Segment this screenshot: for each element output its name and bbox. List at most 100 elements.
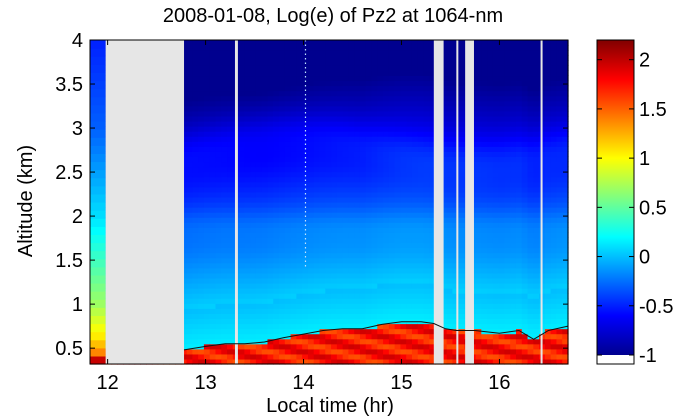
heatmap-cell [510, 80, 517, 87]
heatmap-cell [492, 50, 500, 56]
heatmap-cell [406, 110, 413, 117]
heatmap-cell [481, 232, 488, 239]
heatmap-cell [371, 313, 378, 320]
heatmap-cell [521, 288, 529, 294]
heatmap-cell [313, 237, 321, 244]
heatmap-cell [446, 131, 454, 137]
heatmap-cell [544, 75, 552, 82]
heatmap-cell [203, 232, 211, 239]
heatmap-cell [244, 328, 251, 335]
heatmap-cell [296, 95, 303, 102]
heatmap-cell [411, 257, 419, 264]
heatmap-cell [279, 247, 286, 254]
heatmap-cell [319, 283, 326, 289]
heatmap-cell [290, 100, 297, 107]
heatmap-cell [331, 191, 338, 198]
heatmap-cell [487, 166, 494, 173]
heatmap-cell [255, 176, 263, 183]
heatmap-cell [400, 333, 407, 340]
heatmap-cell [186, 232, 193, 239]
heatmap-cell [273, 237, 280, 244]
heatmap-cell [394, 333, 402, 340]
heatmap-cell [440, 247, 448, 254]
plot-area [89, 39, 569, 365]
heatmap-cell [250, 121, 257, 127]
heatmap-cell [452, 70, 459, 77]
heatmap-cell [336, 267, 344, 274]
heatmap-cell [423, 308, 430, 314]
heatmap-cell [186, 288, 193, 294]
heatmap-cell [550, 126, 558, 132]
heatmap-cell [510, 105, 517, 112]
heatmap-cell [487, 217, 494, 223]
heatmap-cell [388, 126, 396, 132]
heatmap-cell [383, 288, 390, 294]
heatmap-cell [411, 85, 419, 92]
heatmap-cell [550, 293, 558, 299]
heatmap-cell [429, 247, 436, 254]
heatmap-cell [354, 181, 361, 188]
heatmap-cell [215, 298, 222, 304]
heatmap-cell [284, 227, 292, 233]
heatmap-cell [446, 196, 454, 203]
heatmap-cell [302, 196, 309, 203]
heatmap-cell [417, 105, 425, 112]
heatmap-cell [394, 257, 402, 264]
heatmap-cell [400, 60, 407, 66]
heatmap-cell [209, 338, 217, 345]
heatmap-cell [487, 242, 494, 249]
heatmap-cell [342, 323, 349, 330]
heatmap-cell [527, 186, 534, 193]
heatmap-cell [458, 85, 465, 92]
heatmap-cell [383, 262, 390, 269]
heatmap-cell [354, 176, 361, 183]
heatmap-cell [452, 338, 459, 345]
heatmap-cell [302, 115, 309, 122]
heatmap-cell [186, 151, 193, 158]
heatmap-cell [498, 207, 506, 213]
heatmap-cell [527, 303, 534, 309]
heatmap-cell [492, 131, 500, 137]
heatmap-cell [550, 110, 558, 117]
heatmap-cell [198, 115, 205, 122]
heatmap-cell [429, 257, 436, 264]
heatmap-cell [279, 237, 286, 244]
heatmap-cell [250, 166, 257, 173]
heatmap-cell [458, 283, 465, 289]
heatmap-cell [221, 65, 228, 71]
heatmap-cell [440, 323, 448, 330]
heatmap-cell [510, 257, 517, 264]
heatmap-cell [221, 191, 228, 198]
heatmap-cell [227, 318, 234, 325]
heatmap-cell [458, 50, 465, 56]
heatmap-cell [325, 110, 332, 117]
heatmap-cell [406, 353, 413, 360]
heatmap-cell [302, 283, 309, 289]
heatmap-cell [215, 247, 222, 254]
heatmap-cell [186, 60, 193, 66]
heatmap-cell [544, 338, 552, 345]
heatmap-cell [313, 338, 321, 345]
heatmap-cell [440, 207, 448, 213]
heatmap-cell [544, 136, 552, 142]
heatmap-cell [255, 267, 263, 274]
heatmap-cell [336, 237, 344, 244]
heatmap-cell [250, 95, 257, 102]
heatmap-cell [209, 318, 217, 325]
heatmap-cell [383, 338, 390, 345]
heatmap-cell [400, 85, 407, 92]
heatmap-cell [273, 191, 280, 198]
heatmap-cell [227, 288, 234, 294]
heatmap-cell [383, 186, 390, 193]
heatmap-cell [371, 262, 378, 269]
heatmap-cell [394, 110, 402, 117]
heatmap-cell [348, 171, 355, 178]
heatmap-cell [267, 242, 274, 249]
heatmap-cell [342, 207, 349, 213]
heatmap-cell [429, 181, 436, 188]
heatmap-cell [244, 121, 251, 127]
heatmap-cell [365, 151, 373, 158]
heatmap-cell [521, 70, 529, 77]
heatmap-cell [261, 115, 269, 122]
heatmap-cell [458, 55, 465, 61]
